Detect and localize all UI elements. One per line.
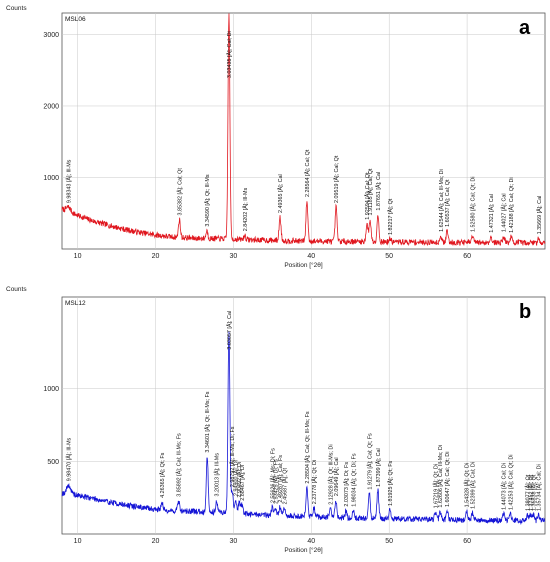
x-axis-title: Position [°2θ] — [284, 546, 323, 554]
x-tick-label: 40 — [307, 253, 315, 260]
peak-label: 1.91185 [Å]; Cal; Qt — [367, 168, 374, 215]
peak-label: 1.82217 [Å]; Qt — [387, 198, 394, 235]
peak-label: 1.52580 [Å]; Cal; Qt; Di — [470, 177, 477, 232]
peak-label: 2.94900 [Å]; Di — [233, 460, 240, 496]
tick-labels: 10 20 30 40 50 60 500 1000 — [43, 386, 471, 545]
sample-label: MSL12 — [65, 300, 86, 307]
x-tick-label: 20 — [152, 253, 160, 260]
panel-a: Counts 10 20 30 40 50 60 1000 2000 3000 9.98343 … — [6, 5, 546, 269]
peak-label: 1.54328 [Å]; Qt; Di — [464, 463, 471, 507]
peak-label: 1.52399 [Å]; Cal; Di — [470, 462, 477, 509]
peak-label: 1.35669 [Å]; Cal — [536, 196, 543, 235]
y-tick-label: 1000 — [43, 386, 59, 393]
x-tick-label: 30 — [229, 253, 237, 260]
y-axis-title: Counts — [6, 5, 27, 12]
y-axis-title: Counts — [6, 286, 27, 293]
peak-label: 2.28564 [Å]; Cal; Qt — [304, 149, 311, 197]
diffraction-trace — [61, 13, 546, 247]
peak-label: 1.44073 [Å]; Cal; Di — [501, 463, 508, 510]
y-tick-label: 500 — [47, 459, 59, 466]
peak-label: 1.81925 [Å]; Qt; Fs — [387, 460, 394, 506]
peak-label: 2.45687 [Å]; Qt — [281, 468, 288, 505]
peak-label: 1.42188 [Å]; Cal; Qt; Di — [508, 177, 515, 232]
peak-labels: 9.98470 [Å]; Ill-Ms 4.26365 [Å]; Qt; Fs 3.… — [66, 311, 543, 511]
grid-lines — [62, 13, 545, 249]
peak-label: 2.09519 [Å]; Cal; Qt — [333, 155, 340, 203]
peak-label: 3.03435 [Å]; Cal; Di — [226, 31, 233, 78]
peak-label: 1.37452 [Å]; Qt — [528, 474, 535, 511]
peak-label: 1.62606 [Å]; Cal; Ill-Ms; Di — [437, 445, 444, 508]
peak-label: 2.12928 [Å]; Qt; Ill-Ms; Di — [327, 444, 334, 504]
peak-label: 2.49365 [Å]; Cal — [277, 174, 284, 213]
x-tick-label: 10 — [74, 538, 82, 545]
y-tick-label: 2000 — [43, 103, 59, 110]
peak-label: 1.62544 [Å]; Cal; Ill-Ms; Di — [438, 169, 445, 232]
x-tick-label: 50 — [385, 253, 393, 260]
peak-label: 2.03073 [Å]; Di; Fs — [343, 462, 350, 507]
tick-labels: 10 20 30 40 50 60 1000 2000 3000 — [43, 32, 471, 260]
x-tick-label: 60 — [463, 253, 471, 260]
peak-label: 3.85382 [Å]; Cal; Qt — [176, 168, 183, 216]
x-tick-label: 10 — [74, 253, 82, 260]
peak-label: 1.67219 [Å]; Qt; Di — [433, 464, 440, 508]
peak-label: 1.92594 [Å]; Cal; Qt — [364, 172, 371, 220]
x-tick-label: 30 — [229, 538, 237, 545]
peak-label: 1.91279 [Å]; Cal; Qt; Fs — [366, 433, 373, 490]
sample-label: MSL06 — [65, 16, 86, 23]
peak-label: 4.26365 [Å]; Qt; Fs — [159, 452, 166, 498]
peak-label: 1.98034 [Å]; Qt; Di; Fs — [350, 453, 357, 507]
peak-label: 1.87651 [Å]; Cal — [375, 172, 382, 211]
peak-label: 2.23778 [Å]; Qt; Di — [311, 460, 318, 504]
y-tick-label: 1000 — [43, 175, 59, 182]
peak-label: 2.09649 [Å]; Cal — [333, 457, 340, 496]
peak-label: 1.38077 [Å]; Qt — [524, 474, 531, 511]
peak-label: 1.87399 [Å]; Cal — [375, 448, 382, 487]
peak-label: 9.98470 [Å]; Ill-Ms — [66, 437, 73, 481]
x-tick-label: 50 — [385, 538, 393, 545]
plot-frame — [61, 12, 546, 250]
panel-b: Counts 10 20 30 40 50 60 500 1000 9.98470 [Å]; … — [6, 286, 546, 554]
y-tick-label: 3000 — [43, 32, 59, 39]
plot-frame — [61, 296, 546, 535]
peak-label: 2.84202 [Å]; Ill-Ms — [242, 188, 249, 232]
peak-label: 2.53425 [Å]; Di; Fs — [272, 459, 279, 504]
peak-label: 1.36838 [Å]; Qt — [531, 474, 538, 511]
peak-label: 9.98343 [Å]; Ill-Ms — [66, 159, 73, 203]
peak-labels: 9.98343 [Å]; Ill-Ms 3.85382 [Å]; Cal; Qt 3… — [66, 31, 543, 235]
peak-label: 1.60537 [Å]; Cal; Qt — [444, 179, 451, 227]
peak-label: 1.44027 [Å]; Cal — [501, 193, 508, 232]
peak-label: 3.20013 [Å]; Ill-Ms — [214, 453, 221, 497]
peak-label: 3.03057 [Å]; Cal — [226, 311, 233, 350]
diffraction-trace — [61, 331, 546, 526]
x-tick-label: 20 — [152, 538, 160, 545]
peak-label: 2.49287 [Å]; Cal; Fs — [277, 455, 284, 503]
peak-label: 1.47321 [Å]; Cal — [488, 194, 495, 233]
peak-label: 2.28504 [Å]; Cal; Qt; Ill-Ms; Fs — [304, 411, 311, 484]
peak-label: 1.42253 [Å]; Cal; Qt; Di — [507, 455, 514, 510]
x-tick-label: 40 — [307, 538, 315, 545]
peak-label: 2.88467 [Å]; Di — [239, 465, 246, 501]
panel-letter: b — [519, 301, 531, 323]
peak-label: 1.35734 [Å]; Cal; Di — [535, 464, 542, 511]
x-axis-title: Position [°2θ] — [284, 261, 323, 269]
peak-label: 3.34590 [Å]; Qt; Ill-Ms — [204, 174, 211, 226]
peak-label: 2.98792 [Å]; Ill-Ms; Di; Fs — [229, 426, 236, 487]
x-tick-label: 60 — [463, 538, 471, 545]
peak-label: 2.90492 [Å]; Di — [236, 462, 243, 498]
peak-label: 2.55626 [Å]; Ms; Di; Fs — [269, 448, 276, 503]
panel-letter: a — [519, 17, 531, 39]
peak-label: 3.85892 [Å]; Cal; Ill-Ms; Fs — [176, 433, 183, 497]
peak-label: 3.34601 [Å]; Qt; Ill-Ms; Fs — [204, 391, 211, 452]
peak-label: 1.60647 [Å]; Cal; Qt; Di — [444, 452, 451, 507]
